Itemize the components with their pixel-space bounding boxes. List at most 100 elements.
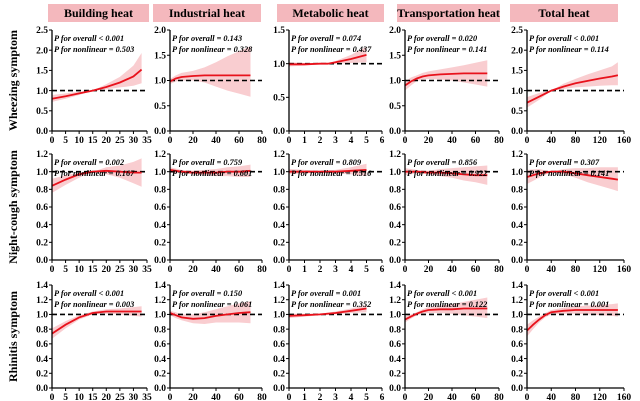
- y-tick-label: 0.0: [389, 384, 401, 394]
- panel-2-3: 0.0 0.2 0.4 0.6 0.8 1.0 1.2 0 1 2 3 4 5 6 P for overal…: [273, 150, 385, 275]
- x-tick-label: 15: [88, 136, 98, 146]
- y-tick-label: 1.2: [511, 150, 523, 160]
- x-tick-label: 80: [257, 265, 267, 275]
- odds-ratio-curve: [289, 169, 367, 173]
- panel-1-1: 0.00.51.01.52.02.50 5 10 15 20 25 30 35P for ov…: [36, 26, 152, 146]
- y-tick-label: 1.5: [511, 67, 523, 77]
- y-tick-label: 0.5: [389, 102, 401, 112]
- p-overall-label: P for overall < 0.001: [54, 34, 124, 43]
- p-overall-label: P for overall = 0.809: [291, 158, 361, 167]
- x-tick-label: 0: [403, 265, 408, 275]
- p-nonlinear-label: P for nonlinear = 0.001: [529, 300, 609, 309]
- confidence-band: [405, 165, 488, 185]
- x-tick-label: 1: [302, 393, 307, 401]
- p-overall-label: P for overall = 0.074: [291, 34, 361, 43]
- y-tick-label: 1.2: [154, 296, 166, 306]
- y-tick-label: 1.2: [511, 296, 523, 306]
- y-tick-label: 0.2: [154, 369, 166, 379]
- odds-ratio-curve: [526, 170, 619, 181]
- y-tick-label: 0.8: [154, 186, 166, 196]
- x-tick-label: 5: [63, 136, 68, 146]
- odds-ratio-curve: [526, 74, 619, 104]
- x-tick-label: 25: [115, 136, 125, 146]
- y-tick-label: 0.0: [273, 127, 285, 137]
- x-tick-label: 4: [349, 136, 354, 146]
- y-tick-label: 0.4: [511, 221, 523, 231]
- x-tick-label: 30: [129, 136, 139, 146]
- column-header-bg: [48, 4, 149, 22]
- y-tick-label: 0.0: [36, 256, 48, 266]
- y-tick-label: 0.8: [36, 186, 48, 196]
- y-tick-label: 1.5: [154, 51, 166, 61]
- y-tick-label: 0.0: [154, 256, 166, 266]
- p-nonlinear-label: P for nonlinear = 0.141: [529, 169, 609, 178]
- x-tick-label: 120: [593, 265, 608, 275]
- y-tick-label: 1.2: [273, 296, 285, 306]
- y-tick-label: 1.2: [36, 296, 48, 306]
- x-tick-label: 15: [88, 393, 98, 401]
- panel-3-4: 0.0 0.2 0.4 0.6 0.8 1.0 1.2 1.4 0 20 40 60 80 P for o…: [389, 281, 504, 401]
- p-overall-label: P for overall = 0.856: [407, 158, 478, 167]
- panel-2-2: 0.0 0.2 0.4 0.6 0.8 1.0 1.2 0 20 40 60 80 P for over…: [154, 150, 267, 275]
- p-nonlinear-label: P for nonlinear = 0.122: [407, 300, 487, 309]
- x-tick-label: 4: [349, 393, 354, 401]
- y-tick-label: 1.0: [389, 77, 401, 87]
- panel-1-5: 0.0 0.5 1.0 1.5 2.0 2.5 0 40 80 120 160 P for overa…: [511, 26, 631, 146]
- x-tick-label: 30: [129, 265, 139, 275]
- y-tick-label: 1.0: [511, 87, 523, 97]
- confidence-band: [405, 60, 488, 91]
- x-tick-label: 5: [364, 136, 369, 146]
- odds-ratio-curve: [404, 307, 488, 321]
- column-header-bg: [510, 4, 618, 22]
- x-tick-label: 35: [142, 265, 152, 275]
- y-tick-label: 0.4: [36, 355, 48, 365]
- x-tick-label: 160: [617, 393, 632, 401]
- y-tick-label: 0.4: [511, 355, 523, 365]
- y-tick-label: 0.6: [389, 340, 401, 350]
- x-tick-label: 160: [617, 136, 632, 146]
- p-overall-label: P for overall = 0.307: [529, 158, 600, 167]
- y-tick-label: 0.2: [36, 239, 48, 249]
- panel-2-1: 0.00.20.40.60.81.01.20 5 10 15 20 25 30 35P for…: [36, 150, 152, 275]
- p-nonlinear-label: P for nonlinear = 0.328: [172, 45, 253, 54]
- y-tick-label: 1.0: [154, 77, 166, 87]
- y-tick-label: 0.2: [273, 369, 285, 379]
- y-tick-label: 0.0: [154, 384, 166, 394]
- column-header-bg: [153, 4, 261, 22]
- odds-ratio-curve: [51, 68, 143, 100]
- column-header-bg: [397, 4, 500, 22]
- panel-3-1: 0.00.20.40.60.81.01.21.40 5 10 15 20 25 30 35P …: [36, 281, 152, 401]
- p-overall-label: P for overall < 0.001: [407, 289, 477, 298]
- x-tick-label: 5: [63, 393, 68, 401]
- confidence-band: [170, 164, 251, 177]
- y-tick-label: 0.0: [511, 256, 523, 266]
- y-tick-label: 0.6: [154, 340, 166, 350]
- x-tick-label: 80: [494, 265, 504, 275]
- y-tick-label: 0.4: [154, 355, 166, 365]
- x-tick-label: 35: [142, 136, 152, 146]
- y-tick-label: 0.8: [273, 186, 285, 196]
- x-tick-label: 3: [333, 393, 338, 401]
- y-tick-label: 0.0: [389, 256, 401, 266]
- panel-2-5: 0.0 0.2 0.4 0.6 0.8 1.0 1.2 0 40 80 120 160 P for ov…: [511, 150, 631, 275]
- x-tick-label: 80: [494, 393, 504, 401]
- column-header-1: Industrial heat: [169, 6, 245, 20]
- x-tick-label: 10: [74, 393, 84, 401]
- x-tick-label: 0: [287, 393, 292, 401]
- x-tick-label: 120: [593, 136, 608, 146]
- y-tick-label: 1.0: [154, 311, 166, 321]
- x-tick-label: 60: [471, 136, 481, 146]
- p-nonlinear-label: P for nonlinear = 0.516: [291, 169, 372, 178]
- x-tick-label: 60: [234, 393, 244, 401]
- x-tick-label: 40: [211, 136, 221, 146]
- y-tick-label: 0.6: [511, 340, 523, 350]
- x-tick-label: 20: [102, 393, 112, 401]
- row-label-0: Wheezing symptom: [6, 30, 20, 131]
- x-tick-label: 40: [547, 136, 557, 146]
- x-tick-label: 15: [88, 265, 98, 275]
- y-tick-label: 1.0: [36, 311, 48, 321]
- p-overall-label: P for overall < 0.001: [529, 289, 599, 298]
- y-tick-label: 1.5: [36, 67, 48, 77]
- p-overall-label: P for overall = 0.759: [172, 158, 242, 167]
- x-tick-label: 120: [593, 393, 608, 401]
